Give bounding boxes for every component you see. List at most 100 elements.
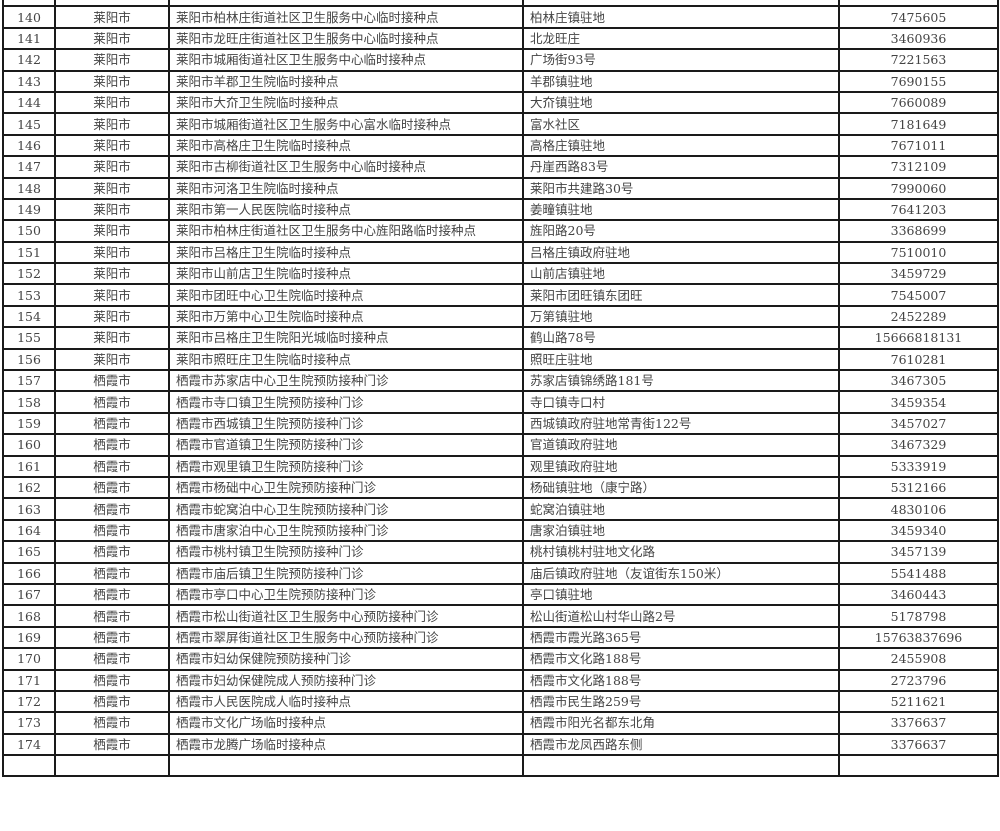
cell-phone: 7660089 xyxy=(838,90,999,115)
cell-phone: 3457027 xyxy=(838,411,999,436)
table-row: 162 栖霞市 栖霞市杨础中心卫生院预防接种门诊 杨础镇驻地（康宁路） 5312166 xyxy=(2,475,999,500)
cell-site-name: 莱阳市柏林庄街道社区卫生服务中心旌阳路临时接种点 xyxy=(168,219,524,243)
vaccination-sites-table: 140 莱阳市 莱阳市柏林庄街道社区卫生服务中心临时接种点 柏林庄镇驻地 7475605… xyxy=(2,0,999,778)
cell-row-number: 159 xyxy=(2,411,56,436)
cell-address: 莱阳市共建路30号 xyxy=(522,176,840,200)
cell-row-number: 140 xyxy=(2,5,56,29)
cell-address: 柏林庄镇驻地 xyxy=(522,5,840,29)
cell-site-name: 莱阳市城厢街道社区卫生服务中心富水临时接种点 xyxy=(168,112,524,136)
cell-city: 莱阳市 xyxy=(54,155,170,179)
cell-site-name: 莱阳市大夼卫生院临时接种点 xyxy=(168,90,524,115)
cell-city: 莱阳市 xyxy=(54,197,170,222)
cell-city: 莱阳市 xyxy=(54,26,170,51)
cell-city: 栖霞市 xyxy=(54,668,170,692)
cell-city: 莱阳市 xyxy=(54,219,170,243)
cell-site-name: 栖霞市人民医院成人临时接种点 xyxy=(168,689,524,714)
table-row: 160 栖霞市 栖霞市官道镇卫生院预防接种门诊 官道镇政府驻地 3467329 xyxy=(2,433,999,457)
cell-row-number: 143 xyxy=(2,69,56,93)
table-row: 155 莱阳市 莱阳市吕格庄卫生院阳光城临时接种点 鹤山路78号 15666818131 xyxy=(2,326,999,350)
cell-phone: 3460936 xyxy=(838,26,999,51)
cell-site-name: 栖霞市翠屏街道社区卫生服务中心预防接种门诊 xyxy=(168,625,524,650)
table-row: 143 莱阳市 莱阳市羊郡卫生院临时接种点 羊郡镇驻地 7690155 xyxy=(2,69,999,93)
cell-address: 观里镇政府驻地 xyxy=(522,454,840,479)
cell-site-name: 栖霞市妇幼保健院预防接种门诊 xyxy=(168,647,524,671)
cell-site-name: 栖霞市官道镇卫生院预防接种门诊 xyxy=(168,433,524,457)
table-row: 170 栖霞市 栖霞市妇幼保健院预防接种门诊 栖霞市文化路188号 2455908 xyxy=(2,647,999,671)
cell-site-name: 栖霞市妇幼保健院成人预防接种门诊 xyxy=(168,668,524,692)
cell-row-number: 167 xyxy=(2,582,56,607)
cell-address: 富水社区 xyxy=(522,112,840,136)
table-row: 153 莱阳市 莱阳市团旺中心卫生院临时接种点 莱阳市团旺镇东团旺 7545007 xyxy=(2,283,999,307)
table-row: 151 莱阳市 莱阳市吕格庄卫生院临时接种点 吕格庄镇政府驻地 7510010 xyxy=(2,240,999,265)
cell-phone: 3376637 xyxy=(838,732,999,757)
cell-row-number: 162 xyxy=(2,475,56,500)
cell-phone: 7690155 xyxy=(838,69,999,93)
table-row: 168 栖霞市 栖霞市松山街道社区卫生服务中心预防接种门诊 松山街道松山村华山路2号 5… xyxy=(2,604,999,628)
cell-city: 栖霞市 xyxy=(54,732,170,757)
cell-row-number: 142 xyxy=(2,48,56,72)
cell-site-name: 栖霞市松山街道社区卫生服务中心预防接种门诊 xyxy=(168,604,524,628)
cell-row-number: 147 xyxy=(2,155,56,179)
cell-city: 栖霞市 xyxy=(54,433,170,457)
cell-address: 官道镇政府驻地 xyxy=(522,433,840,457)
cell-city: 栖霞市 xyxy=(54,582,170,607)
cell-city: 栖霞市 xyxy=(54,711,170,735)
cell-phone: 7990060 xyxy=(838,176,999,200)
cell-site-name: 栖霞市观里镇卫生院预防接种门诊 xyxy=(168,454,524,479)
cell-row-number: 173 xyxy=(2,711,56,735)
cell-phone: 7510010 xyxy=(838,240,999,265)
cell-row-number: 164 xyxy=(2,518,56,543)
cell-phone: 7312109 xyxy=(838,155,999,179)
cell-address: 北龙旺庄 xyxy=(522,26,840,51)
cell-row-number: 154 xyxy=(2,304,56,329)
cell-city: 莱阳市 xyxy=(54,5,170,29)
cell-address: 栖霞市龙凤西路东侧 xyxy=(522,732,840,757)
cell-site-name: 莱阳市柏林庄街道社区卫生服务中心临时接种点 xyxy=(168,5,524,29)
cell-phone: 3467305 xyxy=(838,369,999,393)
table-row: 172 栖霞市 栖霞市人民医院成人临时接种点 栖霞市民生路259号 5211621 xyxy=(2,689,999,714)
cell-phone: 15763837696 xyxy=(838,625,999,650)
cell-address: 羊郡镇驻地 xyxy=(522,69,840,93)
cell-empty xyxy=(838,754,999,778)
cell-site-name: 莱阳市照旺庄卫生院临时接种点 xyxy=(168,347,524,372)
cell-address: 栖霞市文化路188号 xyxy=(522,668,840,692)
table-row: 174 栖霞市 栖霞市龙腾广场临时接种点 栖霞市龙凤西路东侧 3376637 xyxy=(2,732,999,757)
cell-site-name: 栖霞市唐家泊中心卫生院预防接种门诊 xyxy=(168,518,524,543)
table-row: 173 栖霞市 栖霞市文化广场临时接种点 栖霞市阳光名都东北角 3376637 xyxy=(2,711,999,735)
table-row: 149 莱阳市 莱阳市第一人民医院临时接种点 姜疃镇驻地 7641203 xyxy=(2,197,999,222)
cell-empty xyxy=(2,754,56,778)
cell-city: 栖霞市 xyxy=(54,369,170,393)
cell-row-number: 141 xyxy=(2,26,56,51)
cell-address: 山前店镇驻地 xyxy=(522,262,840,286)
table-row: 150 莱阳市 莱阳市柏林庄街道社区卫生服务中心旌阳路临时接种点 旌阳路20号 3368… xyxy=(2,219,999,243)
cell-site-name: 栖霞市苏家店中心卫生院预防接种门诊 xyxy=(168,369,524,393)
cell-site-name: 莱阳市吕格庄卫生院阳光城临时接种点 xyxy=(168,326,524,350)
cell-city: 莱阳市 xyxy=(54,176,170,200)
cell-site-name: 栖霞市杨础中心卫生院预防接种门诊 xyxy=(168,475,524,500)
cell-site-name: 莱阳市万第中心卫生院临时接种点 xyxy=(168,304,524,329)
table-row: 142 莱阳市 莱阳市城厢街道社区卫生服务中心临时接种点 广场街93号 7221563 xyxy=(2,48,999,72)
cell-city: 栖霞市 xyxy=(54,647,170,671)
table-row: 140 莱阳市 莱阳市柏林庄街道社区卫生服务中心临时接种点 柏林庄镇驻地 7475605 xyxy=(2,5,999,29)
cell-city: 栖霞市 xyxy=(54,454,170,479)
cell-city: 莱阳市 xyxy=(54,133,170,158)
cell-city: 栖霞市 xyxy=(54,497,170,521)
cell-row-number: 146 xyxy=(2,133,56,158)
cell-row-number: 168 xyxy=(2,604,56,628)
cell-site-name: 栖霞市龙腾广场临时接种点 xyxy=(168,732,524,757)
table-row: 146 莱阳市 莱阳市高格庄卫生院临时接种点 高格庄镇驻地 7671011 xyxy=(2,133,999,158)
cell-phone: 5178798 xyxy=(838,604,999,628)
cell-site-name: 栖霞市寺口镇卫生院预防接种门诊 xyxy=(168,390,524,414)
table-row: 166 栖霞市 栖霞市庙后镇卫生院预防接种门诊 庙后镇政府驻地（友谊街东150米） 55… xyxy=(2,561,999,585)
cell-row-number: 169 xyxy=(2,625,56,650)
cell-address: 莱阳市团旺镇东团旺 xyxy=(522,283,840,307)
table-row: 157 栖霞市 栖霞市苏家店中心卫生院预防接种门诊 苏家店镇锦绣路181号 346730… xyxy=(2,369,999,393)
cell-city: 莱阳市 xyxy=(54,262,170,286)
table-row: 159 栖霞市 栖霞市西城镇卫生院预防接种门诊 西城镇政府驻地常青街122号 34570… xyxy=(2,411,999,436)
table-row: 167 栖霞市 栖霞市亭口中心卫生院预防接种门诊 亭口镇驻地 3460443 xyxy=(2,582,999,607)
cell-row-number: 144 xyxy=(2,90,56,115)
cell-phone: 5541488 xyxy=(838,561,999,585)
cell-phone: 5333919 xyxy=(838,454,999,479)
table-row: 152 莱阳市 莱阳市山前店卫生院临时接种点 山前店镇驻地 3459729 xyxy=(2,262,999,286)
cell-city: 莱阳市 xyxy=(54,48,170,72)
